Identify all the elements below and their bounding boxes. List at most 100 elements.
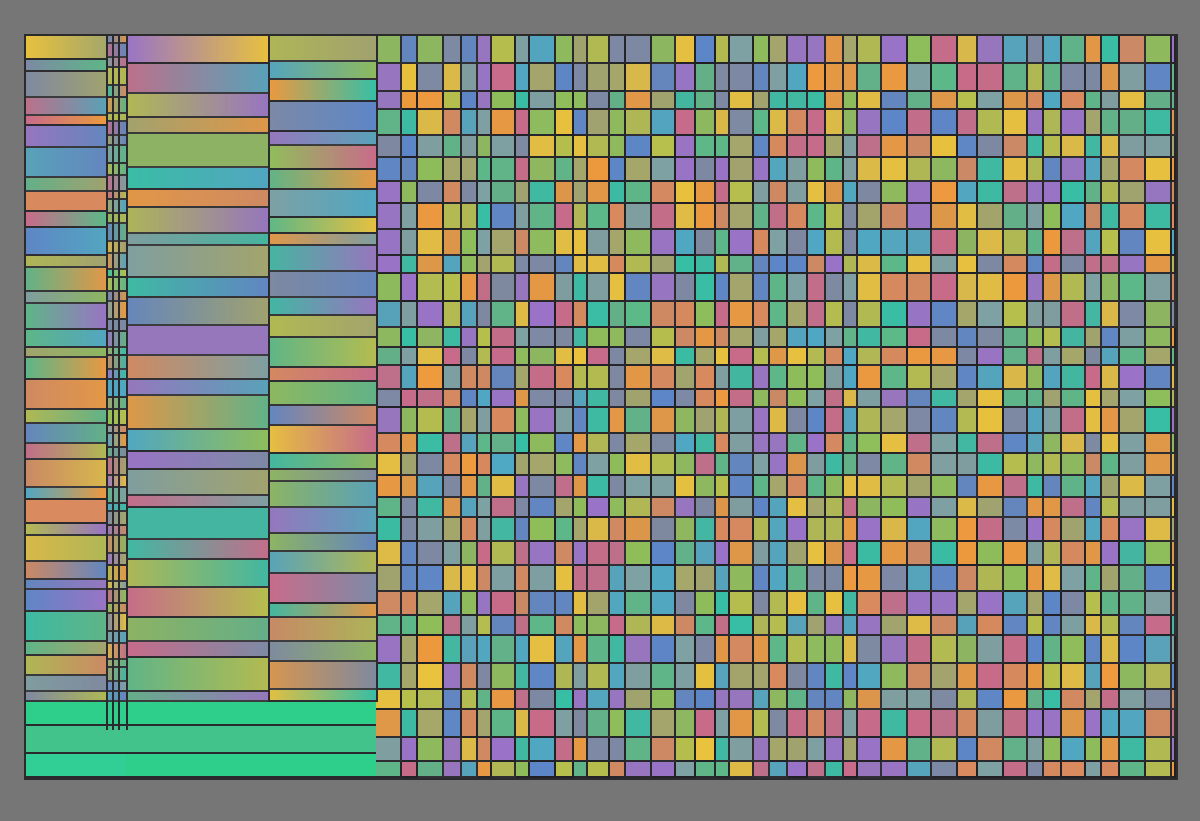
mosaic-tile [826,408,844,434]
mosaic-tile [716,256,730,274]
mosaic-tile [418,230,444,256]
mosaic-tile [882,762,908,778]
mosaic-tile [1028,136,1044,158]
mosaic-tile [932,182,958,204]
left-stripe [26,536,106,562]
mosaic-tile [1120,92,1146,110]
mosaic-tile [1062,690,1086,710]
mosaic-tile [478,92,492,110]
mosaic-tile [1062,230,1086,256]
mosaic-tile [978,136,1004,158]
middle-b-stripe [268,574,376,604]
mosaic-tile [530,664,556,690]
mosaic-tile [492,408,516,434]
left-thin-stripe [106,44,126,58]
mosaic-tile [1120,36,1146,64]
mosaic-tile [826,592,844,616]
mosaic-tile [1146,92,1172,110]
mosaic-tile [788,390,808,408]
mosaic-tile [858,230,882,256]
mosaic-tile [696,366,716,390]
mosaic-tile [1086,762,1102,778]
mosaic-tile [908,664,932,690]
mosaic-tile [626,92,652,110]
mosaic-tile [444,64,462,92]
mosaic-tile [696,476,716,498]
mosaic-tile [1172,408,1176,434]
mosaic-tile [844,454,858,476]
mosaic-tile [1102,664,1120,690]
mosaic-tile [418,64,444,92]
left-stripe [26,590,106,612]
mosaic-tile [808,328,826,348]
mosaic-tile [908,64,932,92]
left-thin-stripe [106,536,126,554]
mosaic-tile [754,92,770,110]
mosaic-tile [826,92,844,110]
mosaic-tile [788,230,808,256]
mosaic-tile [556,204,574,230]
mosaic-tile [1044,434,1062,454]
middle-b-stripe [268,234,376,246]
mosaic-tile [788,518,808,542]
mosaic-tile [1004,710,1028,738]
mosaic-tile [808,158,826,182]
mosaic-tile [652,158,676,182]
mosaic-tile [626,762,652,778]
mosaic-tile [1120,762,1146,778]
mosaic-tile [478,762,492,778]
mosaic-tile [402,636,418,664]
mosaic-tile [754,434,770,454]
mosaic-tile [958,542,978,566]
mosaic-tile [826,302,844,328]
middle-b-stripe [268,338,376,368]
left-thin-stripe [106,526,126,536]
mosaic-tile [882,348,908,366]
mosaic-tile [1044,366,1062,390]
mosaic-tile [418,204,444,230]
mosaic-tile [492,136,516,158]
mosaic-tile [788,738,808,762]
mosaic-tile [556,92,574,110]
mosaic-tile [730,738,754,762]
mosaic-tile [530,762,556,778]
mosaic-tile [626,592,652,616]
mosaic-tile [770,542,788,566]
mosaic-tile [730,408,754,434]
mosaic-tile [716,158,730,182]
mosaic-tile [1044,204,1062,230]
mosaic-tile [1086,616,1102,636]
mosaic-tile [844,256,858,274]
mosaic-tile [1120,274,1146,302]
mosaic-tile [788,434,808,454]
mosaic-tile [908,204,932,230]
mosaic-tile [978,36,1004,64]
mosaic-tile [610,454,626,476]
left-thin-stripe [106,370,126,380]
mosaic-tile [610,636,626,664]
mosaic-tile [574,616,588,636]
mosaic-tile [958,664,978,690]
mosaic-tile [1028,230,1044,256]
mosaic-tile [958,348,978,366]
mosaic-tile [908,136,932,158]
mosaic-tile [844,408,858,434]
mosaic-tile [652,616,676,636]
mosaic-tile [574,592,588,616]
mosaic-tile [716,498,730,518]
mosaic-tile [626,636,652,664]
mosaic-tile [492,256,516,274]
mosaic-tile [574,204,588,230]
mosaic-tile [908,762,932,778]
left-stripe [26,192,106,212]
mosaic-tile [492,274,516,302]
mosaic-tile [574,434,588,454]
mosaic-tile [716,204,730,230]
mosaic-tile [932,542,958,566]
mosaic-tile [978,710,1004,738]
mosaic-tile [516,408,530,434]
left-stripe [26,348,106,358]
mosaic-tile [530,390,556,408]
mosaic-tile [754,476,770,498]
left-stripe [26,524,106,536]
